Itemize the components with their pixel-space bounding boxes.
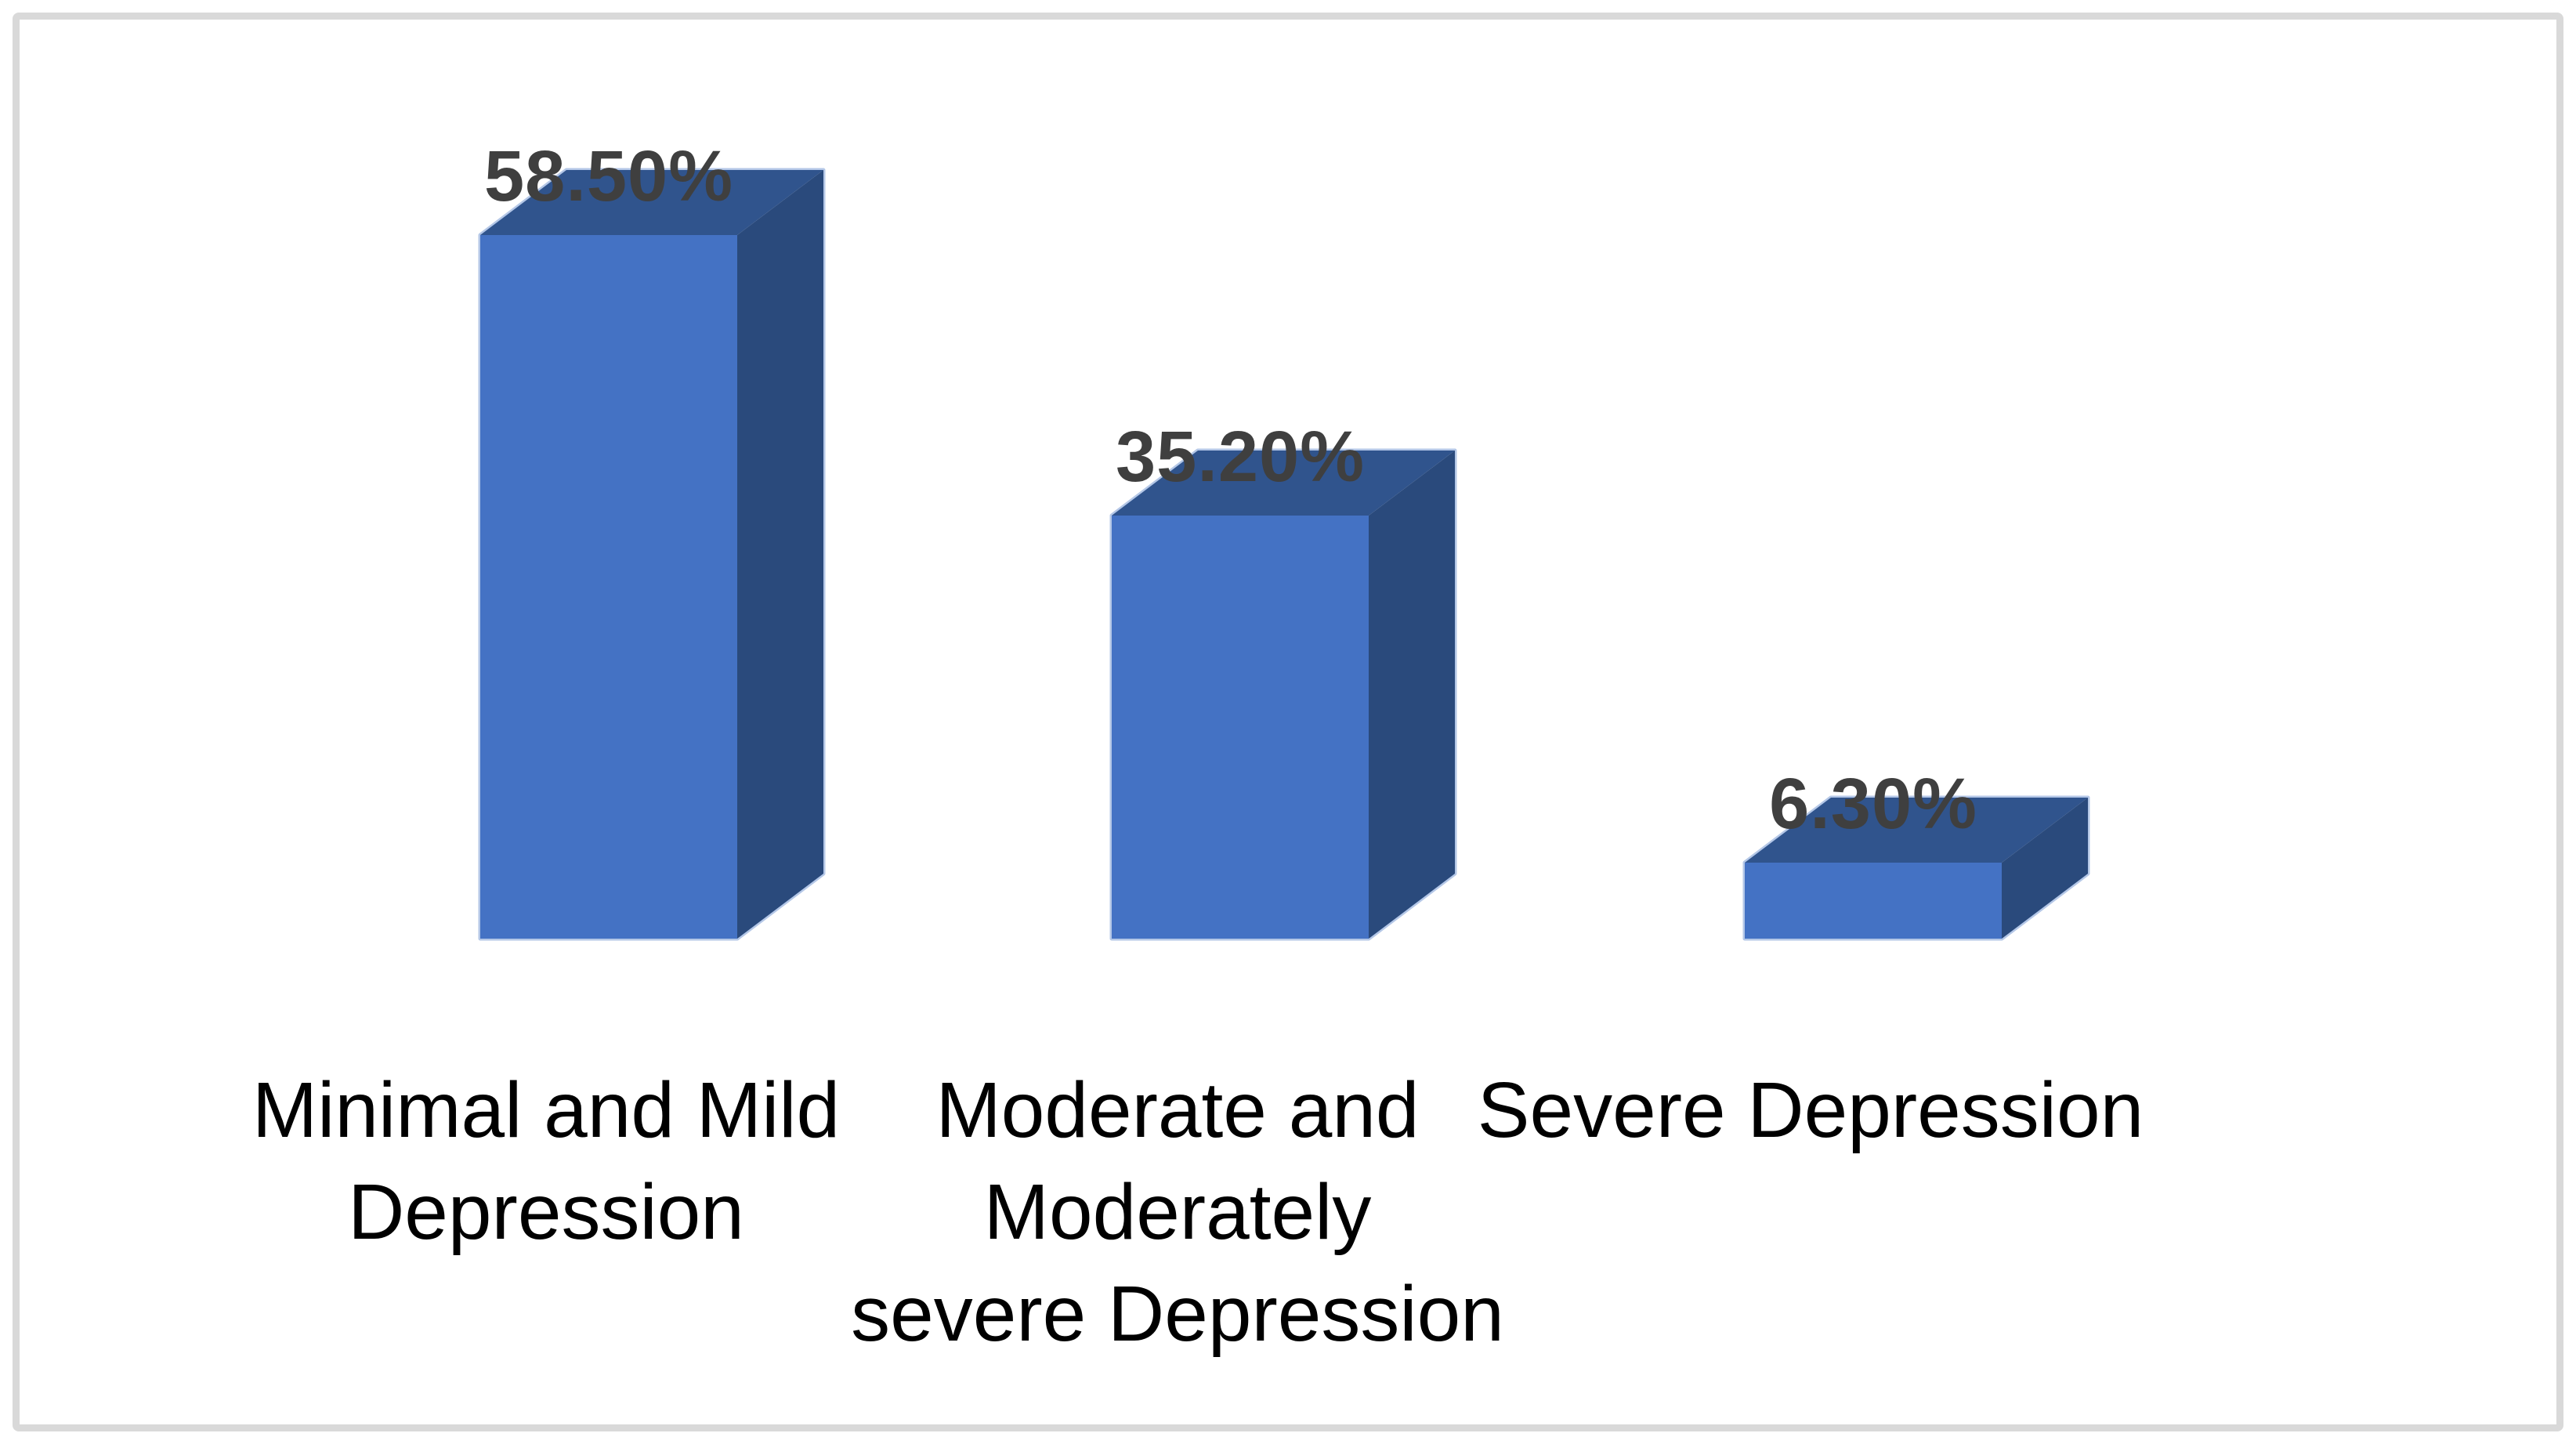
category-label-line: Moderate and: [935, 1066, 1420, 1154]
category-label: Minimal and Mild Depression: [115, 1059, 977, 1263]
bar-front-face: [1745, 863, 2002, 939]
category-label-line: severe Depression: [851, 1270, 1504, 1358]
bar-side-face: [737, 170, 823, 939]
category-label: Moderate and Moderately severe Depression: [747, 1059, 1608, 1365]
bar-side-face: [1369, 451, 1455, 939]
category-label: Severe Depression: [1380, 1059, 2241, 1161]
bar-front-face: [1112, 516, 1369, 939]
chart-border-frame: [13, 13, 2563, 1431]
category-label-line: Moderately: [983, 1168, 1372, 1256]
data-label: 6.30%: [1769, 764, 1977, 844]
bar-top-face: [1112, 451, 1455, 516]
bar-side-face: [2002, 798, 2088, 939]
bar-column-2: [1742, 795, 2090, 941]
bar-top-face: [480, 170, 823, 235]
bar-top-face: [1745, 798, 2088, 863]
data-label: 58.50%: [483, 136, 734, 216]
category-label-line: Depression: [348, 1168, 744, 1256]
category-label-line: Minimal and Mild: [251, 1066, 841, 1154]
bar-column-0: [478, 168, 826, 941]
data-label: 35.20%: [1115, 417, 1366, 497]
category-label-line: Severe Depression: [1477, 1066, 2144, 1154]
bar-column-1: [1109, 448, 1457, 941]
bar-front-face: [480, 235, 737, 939]
